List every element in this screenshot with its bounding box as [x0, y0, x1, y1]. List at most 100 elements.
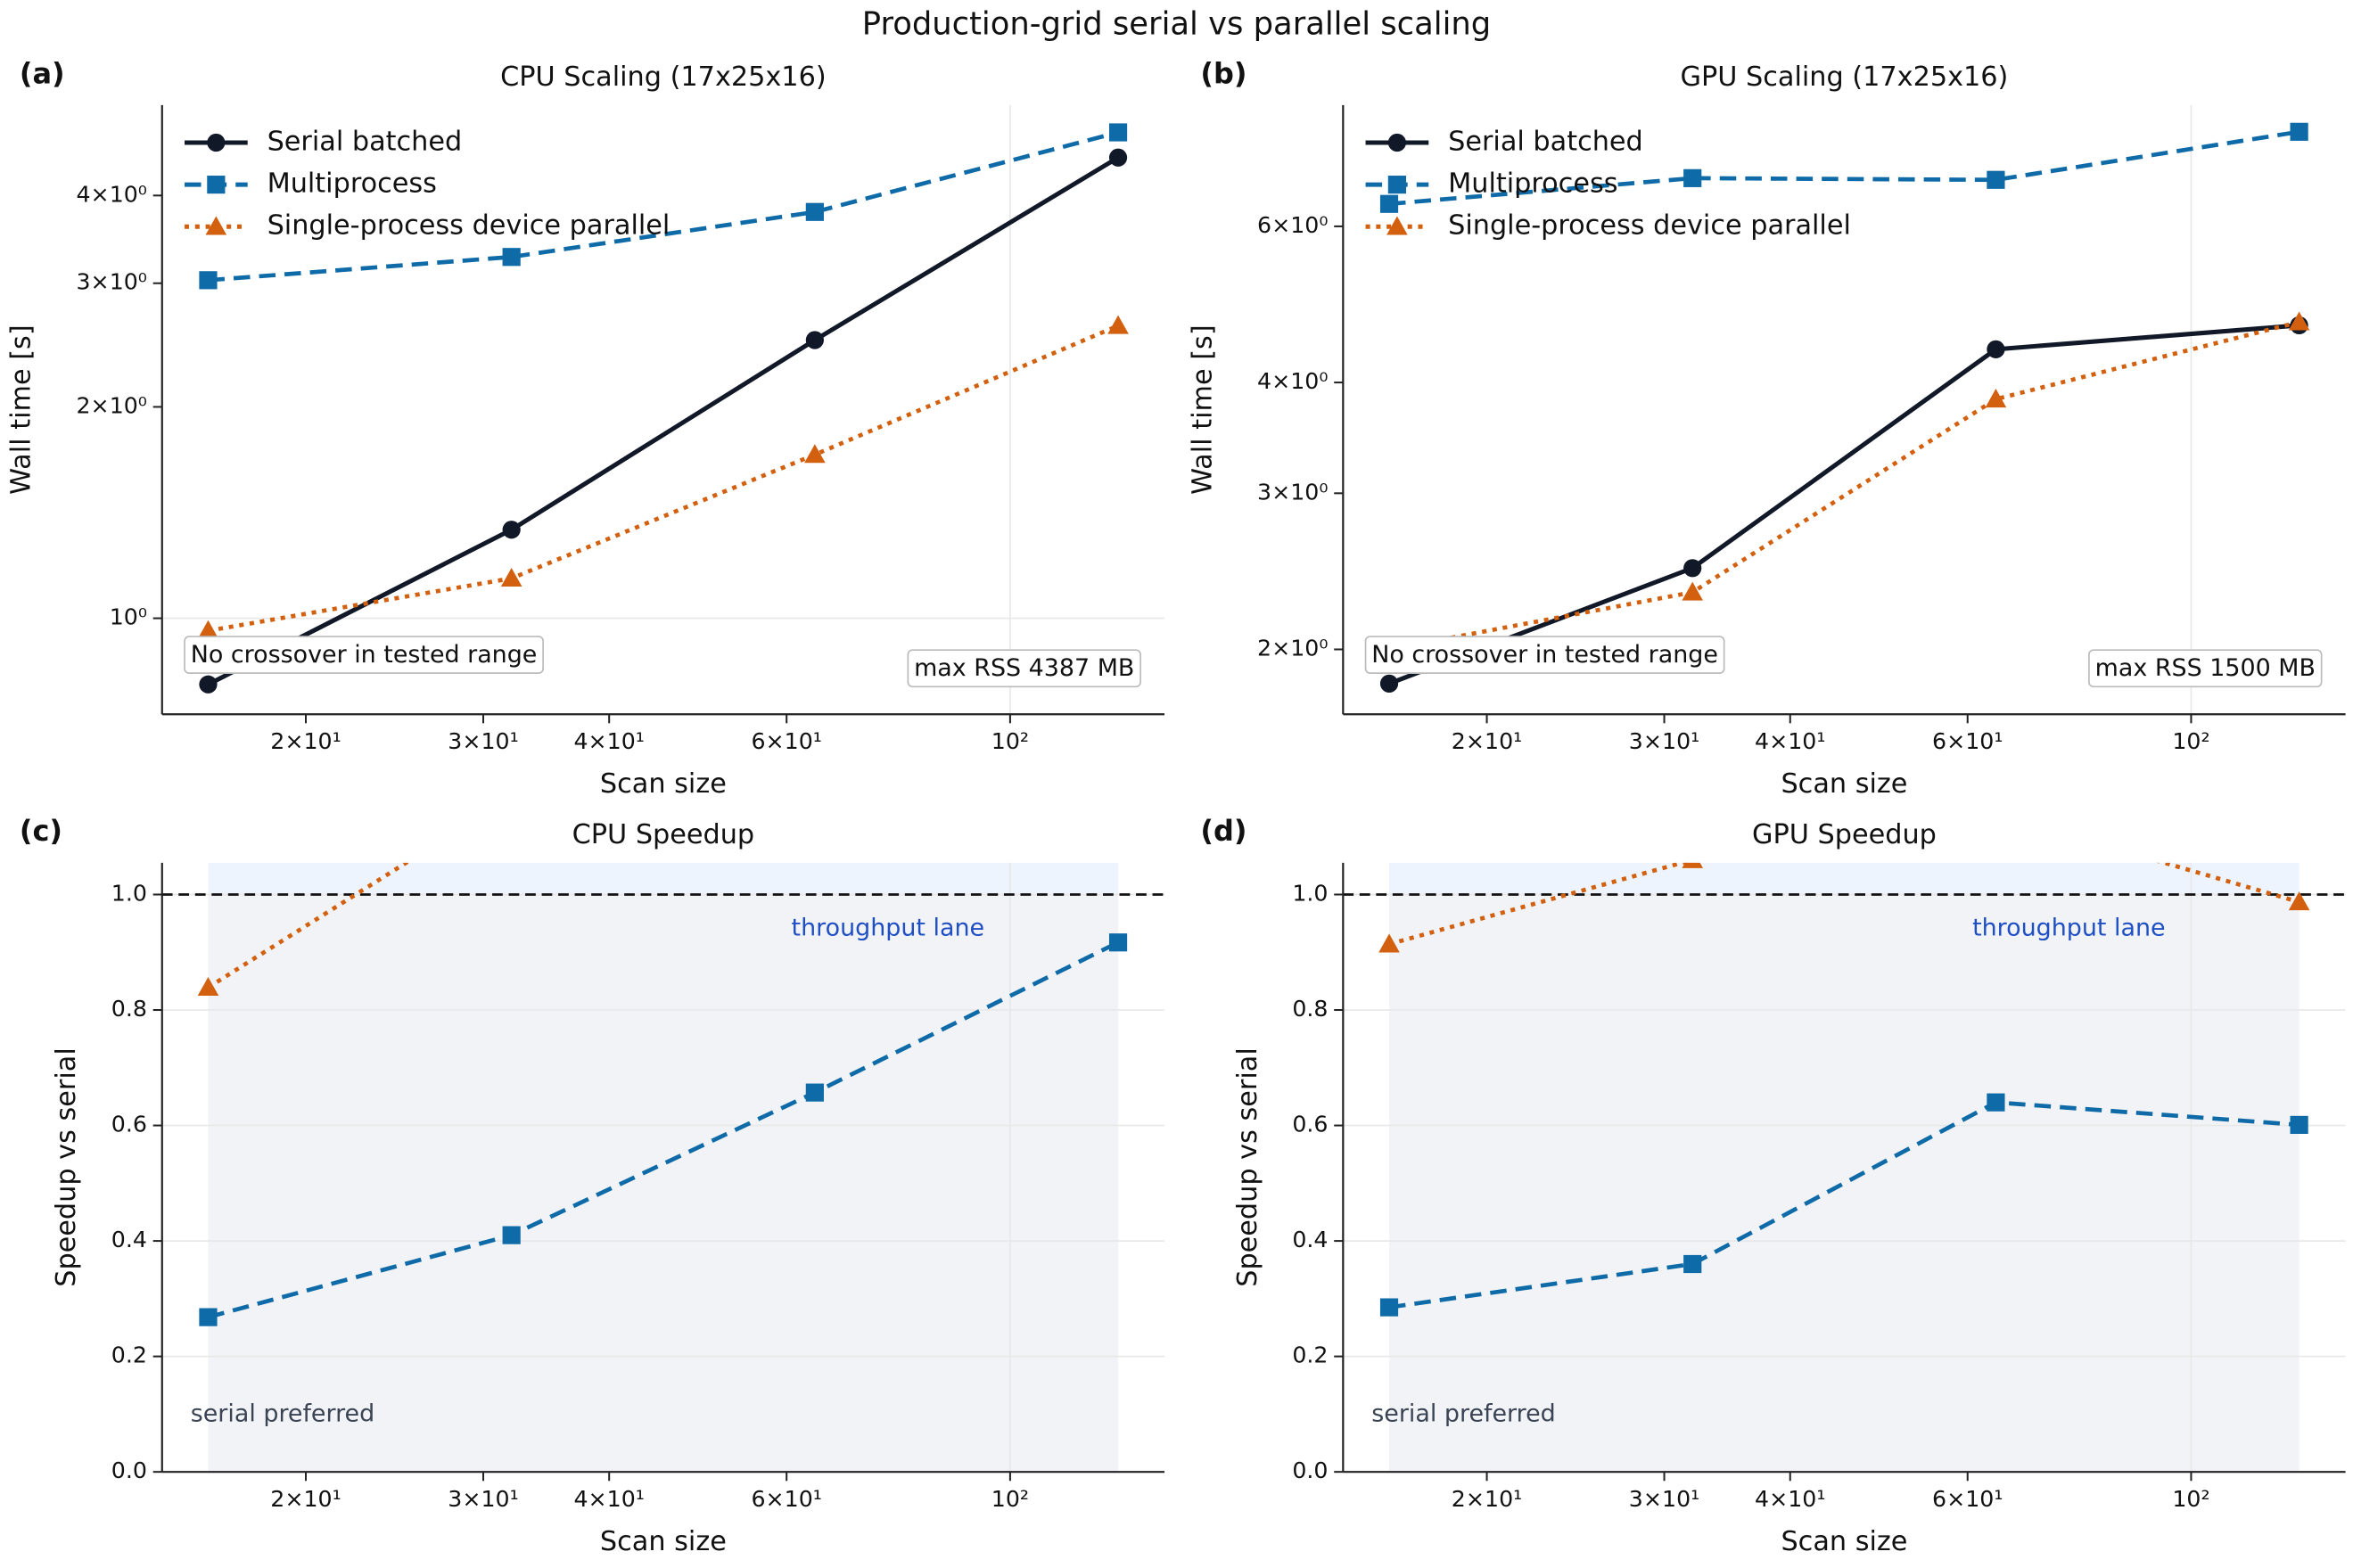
y-tick-label: 0.8 — [1292, 996, 1328, 1022]
panel-label: (b) — [1200, 56, 1246, 90]
x-axis-label: Scan size — [600, 1526, 727, 1557]
legend-marker — [207, 133, 226, 152]
legend-marker — [1387, 176, 1407, 194]
marker — [805, 1083, 824, 1102]
series-line — [207, 155, 1120, 687]
marker — [1108, 123, 1128, 142]
y-tick-label: 0.4 — [1292, 1227, 1328, 1252]
x-tick-label: 2×10¹ — [270, 1486, 341, 1512]
serial-region — [1389, 894, 2300, 1473]
x-tick-label: 4×10¹ — [573, 728, 644, 754]
marker — [1379, 1298, 1399, 1317]
y-tick-label: 1.0 — [111, 880, 147, 906]
x-tick-label: 4×10¹ — [1755, 728, 1825, 754]
marker — [199, 1308, 218, 1326]
legend-marker — [207, 176, 226, 194]
legend-label: Multiprocess — [1448, 168, 1617, 200]
marker — [502, 521, 521, 539]
panel-title: CPU Speedup — [572, 819, 755, 850]
panel-title: CPU Scaling (17x25x16) — [500, 62, 827, 93]
marker — [1379, 674, 1399, 693]
y-tick-label: 0.8 — [111, 996, 147, 1022]
x-axis-label: Scan size — [1781, 1526, 1907, 1557]
y-tick-label: 4×10⁰ — [1257, 368, 1328, 394]
x-tick-label: 4×10¹ — [1755, 1486, 1825, 1512]
series-line — [208, 130, 1119, 283]
series-line — [207, 940, 1120, 1319]
x-tick-label: 6×10¹ — [1932, 728, 2003, 754]
marker — [2290, 122, 2308, 141]
x-tick-label: 10² — [2172, 728, 2209, 754]
marker — [1379, 194, 1399, 213]
marker — [1682, 581, 1704, 601]
x-tick-label: 2×10¹ — [1452, 728, 1522, 754]
marker — [1987, 340, 2005, 358]
x-tick-label: 2×10¹ — [270, 728, 341, 754]
throughput-region — [208, 862, 1119, 895]
series-group — [1378, 122, 2310, 693]
marker — [199, 675, 218, 694]
y-tick-label: 2×10⁰ — [1257, 635, 1328, 661]
legend-label: Single-process device parallel — [267, 210, 671, 242]
legend-marker — [205, 216, 227, 235]
x-tick-label: 10² — [2172, 1486, 2209, 1512]
panel: 2×10¹ 3×10¹ 4×10¹ 6×10¹ 10² 10⁰ 2×10⁰ 3×10⁰ 4×10… — [6, 56, 1165, 800]
panel: 2×10¹ 3×10¹ 4×10¹ 6×10¹ 10² 0.0 0.2 0.4 0.6 0.8 1.… — [20, 814, 1165, 1557]
annotation: serial preferred — [191, 1400, 374, 1428]
y-tick-label: 0.0 — [111, 1457, 147, 1483]
marker — [805, 202, 824, 221]
series-group — [197, 862, 1128, 1326]
panel-label: (a) — [20, 56, 65, 90]
panel-label: (d) — [1200, 814, 1246, 848]
y-tick-label: 0.0 — [1292, 1457, 1328, 1483]
marker — [1682, 862, 1703, 868]
marker — [1107, 315, 1129, 334]
annotation: serial preferred — [1371, 1400, 1555, 1428]
x-axis-label: Scan size — [1781, 768, 1907, 800]
y-axis-label: Speedup vs serial — [1232, 1047, 1263, 1287]
series-group — [197, 123, 1129, 694]
marker — [500, 567, 522, 587]
y-tick-label: 0.2 — [111, 1342, 147, 1368]
x-tick-label: 3×10¹ — [1629, 1486, 1699, 1512]
marker — [1987, 170, 2005, 189]
marker — [1987, 1093, 2005, 1112]
annotation: max RSS 4387 MB — [914, 654, 1134, 682]
marker — [1683, 1254, 1702, 1274]
x-tick-label: 6×10¹ — [751, 1486, 821, 1512]
legend-label: Single-process device parallel — [1448, 210, 1851, 242]
marker — [502, 248, 521, 267]
series-line — [207, 862, 410, 989]
annotation-box — [2088, 649, 2323, 688]
panel: 2×10¹ 3×10¹ 4×10¹ 6×10¹ 10² 2×10⁰ 3×10⁰ 4×10⁰ 6×… — [1187, 56, 2346, 800]
x-tick-label: 3×10¹ — [1629, 728, 1699, 754]
serial-region — [208, 894, 1119, 1473]
y-tick-label: 2×10⁰ — [77, 392, 147, 418]
y-tick-label: 1.0 — [1292, 880, 1328, 906]
legend-label: Serial batched — [267, 127, 463, 158]
panel: 2×10¹ 3×10¹ 4×10¹ 6×10¹ 10² 0.0 0.2 0.4 0.6 0.8 1.… — [1200, 814, 2346, 1557]
panel-title: GPU Speedup — [1752, 819, 1937, 850]
annotation-box — [907, 649, 1141, 688]
marker — [1985, 389, 2007, 408]
x-tick-label: 10² — [991, 728, 1029, 754]
legend-label: Serial batched — [1448, 127, 1643, 158]
x-tick-label: 6×10¹ — [1932, 1486, 2003, 1512]
y-tick-label: 0.4 — [111, 1227, 147, 1252]
y-axis-label: Wall time [s] — [6, 324, 37, 494]
annotation-box — [1364, 636, 1725, 674]
y-tick-label: 3×10⁰ — [1257, 479, 1328, 505]
marker — [502, 1226, 521, 1244]
panel-label: (c) — [20, 814, 62, 848]
marker — [804, 444, 826, 464]
x-tick-label: 4×10¹ — [573, 1486, 644, 1512]
annotation: throughput lane — [1972, 914, 2166, 941]
panel-title: GPU Scaling (17x25x16) — [1681, 62, 2009, 93]
annotation: No crossover in tested range — [191, 641, 538, 669]
marker — [1108, 148, 1128, 167]
marker — [1108, 933, 1128, 952]
figure-title: Production-grid serial vs parallel scali… — [862, 6, 1491, 43]
x-tick-label: 3×10¹ — [448, 728, 518, 754]
